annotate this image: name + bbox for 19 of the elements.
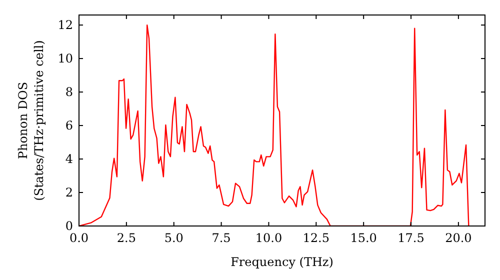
x-tick-label: 7.5 [212, 231, 231, 245]
y-tick-label: 12 [58, 18, 73, 32]
y-axis-title: Phonon DOS (States/THz·primitive cell) [16, 40, 46, 201]
x-tick-label: 12.5 [302, 231, 330, 245]
x-tick-label: 2.5 [116, 231, 136, 245]
y-tick-label: 0 [65, 219, 73, 234]
x-tick-label: 20.0 [445, 231, 472, 245]
y-tick-label: 10 [58, 52, 73, 66]
x-tick-label: 15.0 [350, 231, 377, 245]
x-tick-label: 0.0 [69, 231, 89, 245]
x-tick-label: 5.0 [164, 231, 184, 245]
x-tick-label: 10.0 [255, 231, 282, 245]
y-tick-label: 4 [65, 152, 74, 166]
x-axis-title: Frequency (THz) [230, 255, 334, 269]
line-series [79, 24, 470, 226]
y-tick-label: 2 [65, 186, 73, 200]
y-tick-label: 6 [65, 118, 73, 133]
y-tick-label: 8 [65, 85, 73, 100]
x-tick-label: 17.5 [398, 231, 424, 245]
